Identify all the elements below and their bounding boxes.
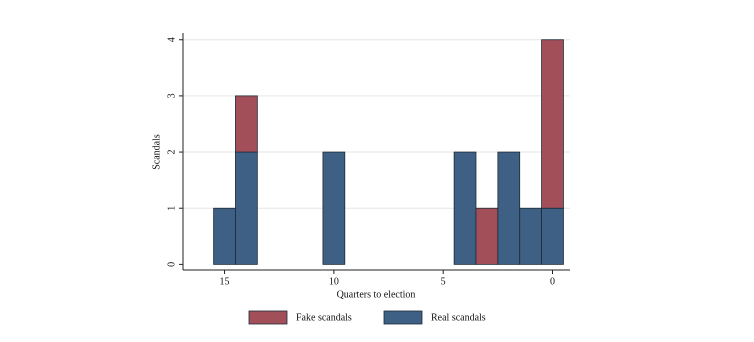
bar [541, 39, 564, 209]
y-axis-label: Scandals [151, 134, 162, 170]
legend-swatch [248, 310, 288, 325]
bar [235, 151, 258, 265]
bar [475, 207, 499, 265]
x-tick-label: 15 [220, 276, 230, 287]
y-tick-label: 2 [166, 150, 177, 155]
y-tick-label: 0 [166, 262, 177, 267]
y-tick-label: 1 [166, 206, 177, 211]
x-tick-label: 10 [329, 276, 339, 287]
x-tick-label: 5 [441, 276, 446, 287]
legend-label: Fake scandals [296, 312, 352, 323]
bar [213, 207, 236, 265]
bar [322, 151, 346, 265]
bar [497, 151, 521, 265]
x-tick-label: 0 [550, 276, 555, 287]
y-tick-label: 3 [166, 93, 177, 98]
x-axis-label: Quarters to election [337, 289, 416, 300]
bar [235, 95, 258, 153]
bar [541, 207, 564, 265]
legend-label: Real scandals [431, 312, 486, 323]
bar [519, 207, 542, 265]
bar [453, 151, 477, 265]
y-tick-label: 4 [166, 37, 177, 42]
legend-swatch [383, 310, 423, 325]
